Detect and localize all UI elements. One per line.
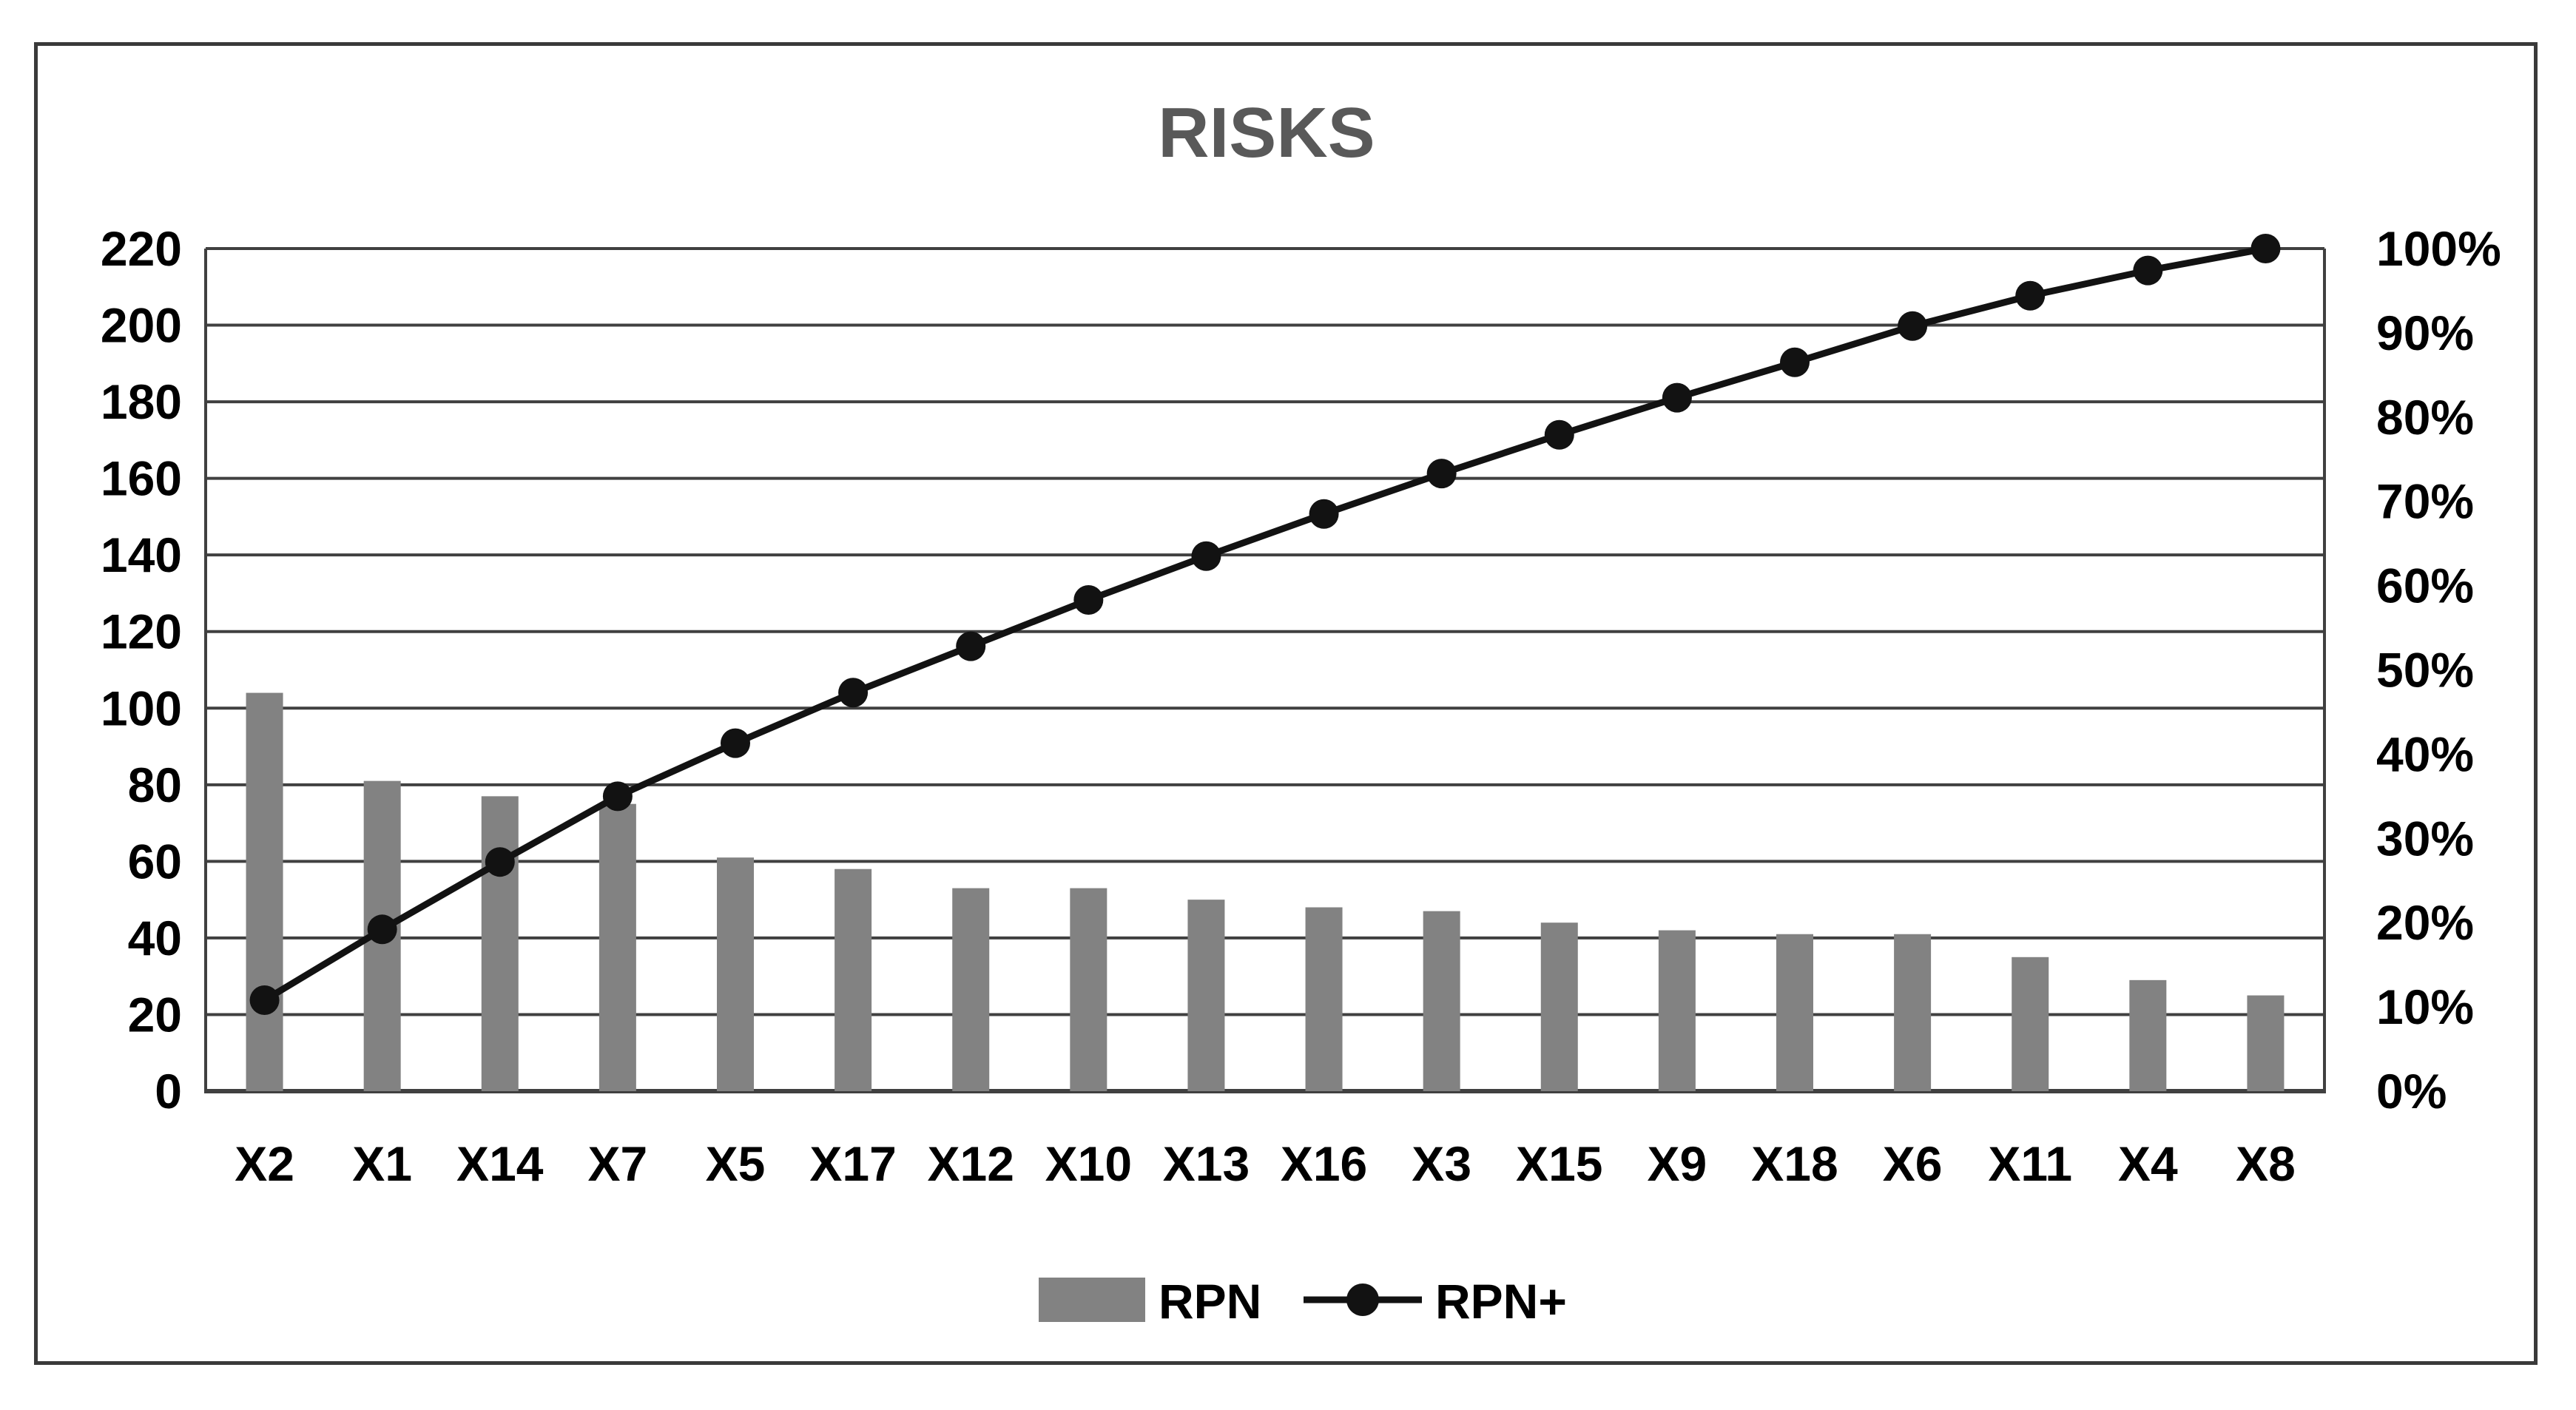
right-tick-label: 80%: [2376, 390, 2474, 445]
right-tick-label: 20%: [2376, 895, 2474, 950]
legend-rpn-swatch: [1039, 1278, 1145, 1322]
x-category-label: X17: [809, 1136, 896, 1191]
cumulative-marker: [1898, 311, 1928, 341]
cumulative-marker: [1073, 584, 1104, 615]
x-category-label: X11: [1988, 1136, 2072, 1191]
chart-outer-border: [34, 42, 2538, 1365]
cumulative-marker: [1426, 459, 1457, 489]
rpn-bar: [2247, 995, 2285, 1091]
cumulative-marker: [2250, 234, 2281, 263]
cumulative-marker: [367, 914, 397, 945]
rpn-bar: [834, 868, 872, 1091]
cumulative-marker: [2015, 280, 2046, 311]
x-category-label: X5: [706, 1136, 766, 1191]
rpn-bar: [1070, 888, 1107, 1091]
cumulative-marker: [1191, 541, 1221, 571]
x-category-label: X8: [2236, 1136, 2296, 1191]
right-tick-label: 70%: [2376, 474, 2474, 529]
left-tick-label: 20: [128, 987, 182, 1042]
cumulative-marker: [2133, 255, 2163, 286]
left-tick-label: 160: [101, 451, 182, 506]
x-category-label: X15: [1516, 1136, 1602, 1191]
left-tick-label: 100: [101, 681, 182, 735]
left-tick-label: 40: [128, 911, 182, 965]
rpn-bar: [952, 888, 990, 1091]
right-tick-label: 10%: [2376, 979, 2474, 1034]
rpn-bar: [1305, 907, 1343, 1091]
right-tick-label: 30%: [2376, 811, 2474, 866]
rpn-bar: [717, 857, 754, 1091]
cumulative-marker: [249, 985, 280, 1015]
right-tick-label: 50%: [2376, 643, 2474, 698]
x-axis-category-labels: X2 X1 X14 X7 X5 X17 X12 X10 X13 X16 X3 X15 X9 X18 X6 X1…: [235, 1136, 2296, 1191]
cumulative-marker: [1544, 419, 1574, 450]
left-tick-label: 140: [101, 527, 182, 582]
left-tick-label: 80: [128, 758, 182, 812]
right-tick-label: 60%: [2376, 559, 2474, 613]
rpn-bar: [481, 796, 519, 1091]
x-category-label: X14: [456, 1136, 544, 1191]
legend-rpnplus-label: RPN+: [1435, 1274, 1567, 1329]
cumulative-marker: [485, 847, 515, 877]
x-category-label: X10: [1045, 1136, 1132, 1191]
x-category-label: X2: [235, 1136, 294, 1191]
axis-lines: [204, 249, 2326, 1093]
rpn-bar: [246, 692, 283, 1091]
gridlines: [206, 247, 2324, 1016]
x-category-label: X4: [2118, 1136, 2178, 1191]
cumulative-marker: [1309, 499, 1339, 529]
x-category-label: X12: [928, 1136, 1014, 1191]
left-tick-label: 200: [101, 298, 182, 353]
cumulative-marker: [1662, 382, 1692, 413]
cumulative-line: [263, 245, 2267, 1003]
legend-rpn-label: RPN: [1159, 1274, 1261, 1329]
rpn-bar: [2129, 979, 2167, 1091]
right-tick-label: 90%: [2376, 306, 2474, 360]
legend-rpnplus-marker: [1346, 1283, 1379, 1316]
cumulative-line-series: [249, 234, 2281, 1015]
left-tick-label: 60: [128, 834, 182, 888]
x-category-label: X3: [1412, 1136, 1471, 1191]
rpn-bar-series: [246, 692, 2285, 1091]
rpn-bar: [1540, 922, 1578, 1091]
cumulative-marker: [956, 631, 986, 661]
cumulative-marker: [721, 728, 750, 758]
cumulative-marker: [838, 678, 869, 708]
right-tick-label: 100%: [2376, 221, 2501, 276]
rpn-bar: [599, 803, 636, 1091]
right-tick-label: 40%: [2376, 726, 2474, 781]
left-tick-label: 120: [101, 604, 182, 659]
rpn-bar: [1894, 934, 1932, 1091]
right-axis-tick-labels: 0% 10% 20% 30% 40% 50% 60% 70% 80% 90% 100%: [2376, 221, 2501, 1119]
x-category-label: X1: [352, 1136, 412, 1191]
rpn-bar: [1423, 911, 1460, 1091]
right-tick-label: 0%: [2376, 1064, 2447, 1119]
x-category-label: X18: [1751, 1136, 1838, 1191]
x-category-label: X7: [588, 1136, 648, 1191]
cumulative-marker: [602, 781, 633, 812]
x-category-label: X6: [1883, 1136, 1943, 1191]
left-tick-label: 220: [101, 221, 182, 276]
rpn-bar: [1658, 930, 1696, 1091]
x-category-label: X16: [1281, 1136, 1367, 1191]
x-category-label: X9: [1648, 1136, 1707, 1191]
x-category-label: X13: [1163, 1136, 1250, 1191]
legend: RPN RPN+: [1039, 1274, 1567, 1329]
left-tick-label: 180: [101, 374, 182, 429]
rpn-bar: [2012, 957, 2049, 1091]
left-tick-label: 0: [155, 1064, 182, 1119]
chart-title: RISKS: [1158, 93, 1375, 172]
rpn-bar: [1776, 934, 1813, 1091]
left-axis-tick-labels: 0 20 40 60 80 100 120 140 160 180 200 220: [101, 221, 182, 1119]
rpn-bar: [1187, 900, 1225, 1091]
cumulative-marker: [1780, 347, 1810, 377]
